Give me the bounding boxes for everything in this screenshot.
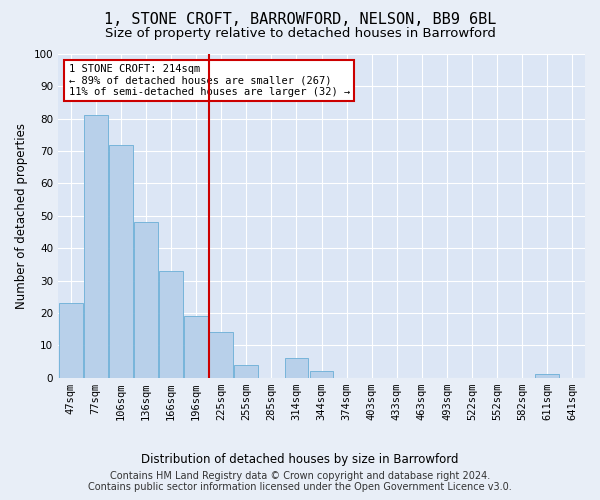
Text: Contains HM Land Registry data © Crown copyright and database right 2024.
Contai: Contains HM Land Registry data © Crown c… [88, 471, 512, 492]
Bar [235, 364, 258, 378]
Y-axis label: Number of detached properties: Number of detached properties [15, 123, 28, 309]
Bar [535, 374, 559, 378]
Bar [59, 303, 83, 378]
Bar [134, 222, 158, 378]
Text: Size of property relative to detached houses in Barrowford: Size of property relative to detached ho… [104, 28, 496, 40]
Text: 1, STONE CROFT, BARROWFORD, NELSON, BB9 6BL: 1, STONE CROFT, BARROWFORD, NELSON, BB9 … [104, 12, 496, 28]
Text: 1 STONE CROFT: 214sqm
← 89% of detached houses are smaller (267)
11% of semi-det: 1 STONE CROFT: 214sqm ← 89% of detached … [68, 64, 350, 97]
Bar [310, 371, 334, 378]
Bar [209, 332, 233, 378]
Bar [184, 316, 208, 378]
Bar [84, 116, 107, 378]
Bar [109, 144, 133, 378]
Bar [284, 358, 308, 378]
Text: Distribution of detached houses by size in Barrowford: Distribution of detached houses by size … [141, 452, 459, 466]
Bar [159, 271, 183, 378]
